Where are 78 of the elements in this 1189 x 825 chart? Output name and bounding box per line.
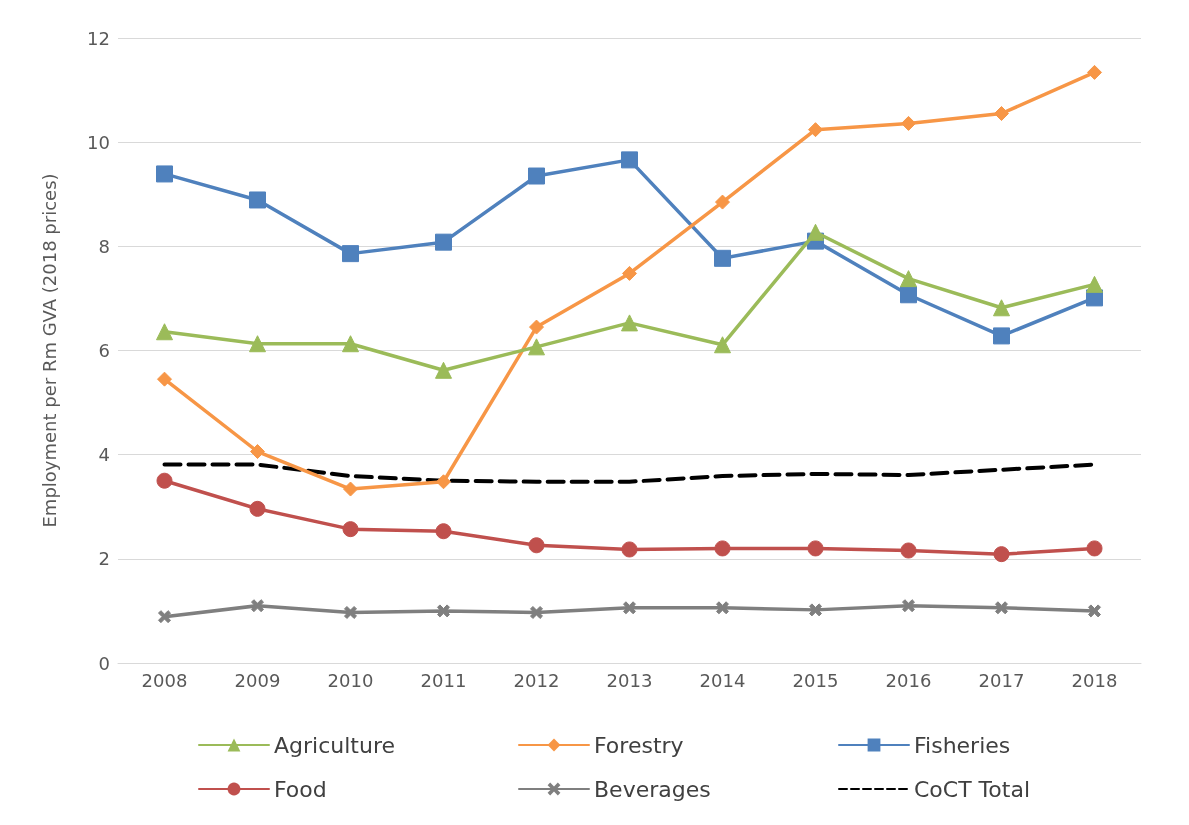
x-tick-label: 2013 [606,669,653,691]
point [437,604,450,618]
point [528,167,545,185]
point [249,191,266,209]
point [1088,604,1101,618]
point [435,361,452,379]
legend-label: Agriculture [274,732,395,758]
y-axis-title: Employment per Rm GVA (2018 prices) [38,173,60,528]
point [621,541,638,558]
point [1087,64,1102,80]
point [809,603,822,617]
point [994,106,1009,122]
point [342,335,359,353]
x-tick-label: 2017 [978,669,1025,691]
point [156,165,173,183]
point [156,323,173,341]
y-tick-label: 12 [87,27,110,49]
point [995,601,1008,615]
legend-label: Beverages [594,776,711,802]
point [716,601,729,615]
point [251,599,264,613]
point [435,233,452,251]
point [1086,540,1103,557]
point [900,270,917,288]
x-tick-label: 2010 [327,669,374,691]
point [157,371,172,387]
point [158,610,171,624]
point [807,540,824,557]
y-tick-label: 8 [98,235,110,257]
x-tick-label: 2015 [792,669,839,691]
y-tick-label: 10 [87,131,110,153]
point [529,319,544,335]
y-tick-label: 0 [98,652,110,674]
point [249,335,266,353]
legend-label: Forestry [594,732,684,758]
point [156,472,173,489]
point [993,299,1010,317]
point [993,546,1010,563]
point [249,500,266,517]
point [621,314,638,332]
point [435,523,452,540]
point [436,474,451,490]
point [250,444,265,460]
point [900,286,917,304]
legend-label: Food [274,776,327,802]
legend-label: CoCT Total [914,776,1030,802]
point [623,601,636,615]
point [528,338,545,356]
x-tick-label: 2009 [234,669,281,691]
legend-label: Fisheries [914,732,1011,758]
point [621,151,638,169]
point [714,249,731,267]
point [900,542,917,559]
x-tick-label: 2018 [1071,669,1118,691]
x-tick-label: 2012 [513,669,560,691]
y-tick-label: 6 [98,340,110,361]
point [714,336,731,354]
x-tick-label: 2011 [420,669,467,691]
x-tick-label: 2014 [699,669,746,691]
point [342,521,359,538]
point [993,327,1010,345]
point [528,537,545,554]
point [622,265,637,281]
point [343,481,358,497]
point [901,115,916,131]
y-tick-label: 2 [98,548,110,570]
x-tick-label: 2016 [885,669,932,691]
point [714,540,731,557]
point [715,194,730,210]
y-tick-label: 4 [98,444,110,466]
x-tick-label: 2008 [141,669,188,691]
point [902,599,915,613]
point [808,122,823,138]
point [807,223,824,241]
point [530,605,543,619]
point [342,245,359,263]
point [1086,275,1103,293]
point [344,605,357,619]
